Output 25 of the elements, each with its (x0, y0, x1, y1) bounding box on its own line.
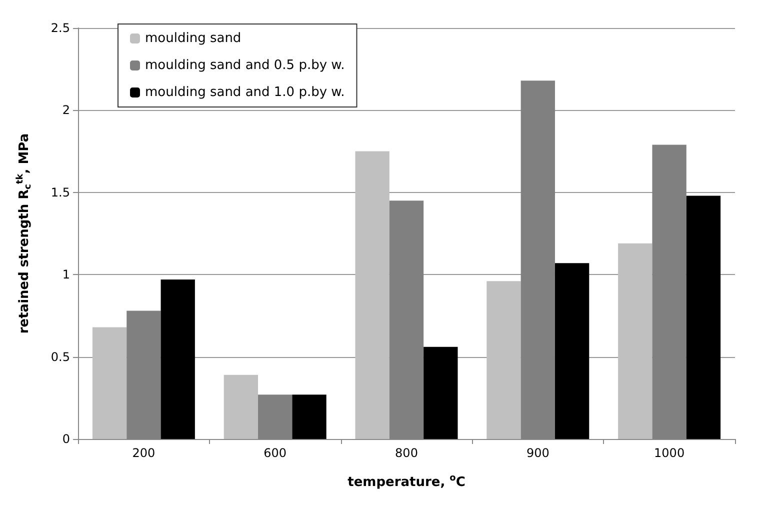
bar (554, 263, 590, 439)
y-tick-label: 2.5 (50, 21, 70, 35)
bar (292, 394, 326, 439)
y-tick-label: 0.5 (50, 350, 70, 364)
y-tick-label: 1.5 (50, 185, 70, 200)
y-tick-label: 0 (62, 432, 70, 446)
legend-label: moulding sand and 0.5 p.by w. (145, 58, 345, 73)
y-axis-title: retained strength Rctk, MPa (16, 133, 34, 334)
bar (424, 346, 458, 439)
bar (92, 327, 127, 439)
legend-label: moulding sand and 1.0 p.by w. (145, 85, 345, 100)
x-tick-label: 200 (132, 446, 156, 460)
bar (224, 374, 258, 439)
legend-label: moulding sand (145, 31, 242, 46)
bar (618, 243, 652, 439)
x-tick-label: 800 (395, 446, 418, 460)
x-tick-label: 900 (526, 446, 550, 460)
bar (686, 196, 721, 439)
bar (486, 281, 521, 439)
bar (355, 151, 390, 439)
x-tick-label: 600 (264, 446, 287, 460)
y-tick-label: 1 (62, 268, 70, 282)
y-tick-label: 2 (62, 103, 70, 118)
bar (160, 280, 195, 439)
x-tick-label: 1000 (654, 446, 685, 460)
